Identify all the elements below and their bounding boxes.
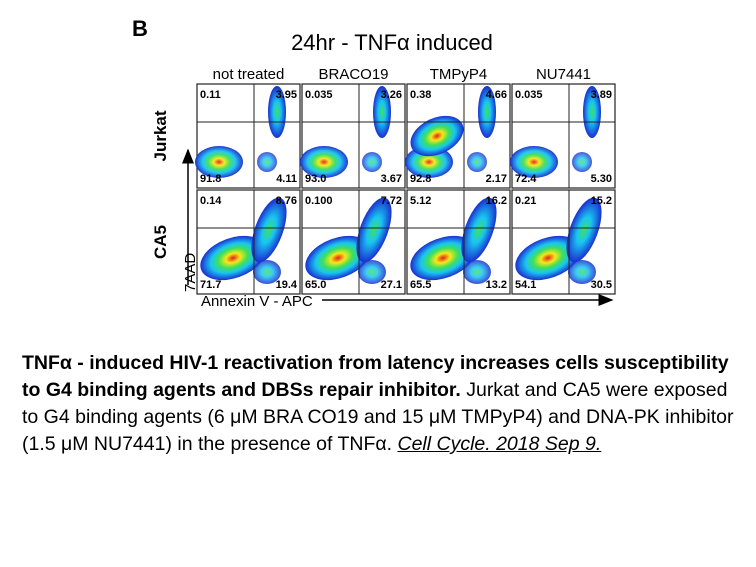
quadrant-percent: 0.100: [305, 195, 333, 207]
dot-plot-panel: 0.11 3.95 91.8 4.11: [195, 83, 301, 189]
column-label: not treated: [213, 66, 285, 83]
dot-plot-panel: 0.035 3.26 93.0 3.67: [300, 83, 406, 189]
quadrant-percent: 0.14: [200, 195, 222, 207]
quadrant-percent: 0.035: [515, 89, 543, 101]
quadrant-percent: 0.21: [515, 195, 536, 207]
column-labels: not treated BRACO19 TMPyP4 NU7441: [213, 66, 591, 83]
figure-caption: TNFα - induced HIV-1 reactivation from l…: [22, 350, 742, 458]
dot-plot-panel: 0.100 7.72 65.0 27.1: [301, 189, 406, 295]
dot-plot-panel: 0.14 8.76 71.7 19.4: [196, 189, 301, 295]
caption-body: Jurkat and CA5 were exposed to G4 bindin…: [22, 379, 734, 455]
x-axis-label: Annexin V - APC: [201, 293, 313, 310]
caption-bold: TNFα - induced HIV-1 reactivation from l…: [22, 352, 729, 401]
quadrant-percent: 54.1: [515, 279, 536, 291]
quadrant-percent: 92.8: [410, 173, 431, 185]
quadrant-percent: 3.67: [381, 173, 402, 185]
flow-cytometry-figure: B 24hr - TNFα induced not treated BRACO19…: [132, 16, 616, 310]
quadrant-percent: 16.2: [486, 195, 507, 207]
quadrant-percent: 93.0: [305, 173, 326, 185]
quadrant-percent: 65.5: [410, 279, 431, 291]
quadrant-percent: 0.11: [200, 89, 221, 101]
y-axis-label: 7AAD: [182, 253, 199, 292]
dot-plot-grid: 0.11 3.95 91.8 4.11 0.035 3.26 93.0 3.67 0.38 4.6…: [195, 83, 616, 295]
row-label: CA5: [151, 225, 170, 259]
figure-title: 24hr - TNFα induced: [291, 30, 493, 55]
quadrant-percent: 72.4: [515, 173, 537, 185]
dot-plot-panel: 0.38 4.66 92.8 2.17: [405, 83, 511, 189]
quadrant-percent: 4.66: [486, 89, 507, 101]
row-label: Jurkat: [151, 110, 170, 161]
quadrant-percent: 27.1: [381, 279, 402, 291]
quadrant-percent: 71.7: [200, 279, 221, 291]
quadrant-percent: 0.035: [305, 89, 333, 101]
dot-plot-panel: 5.12 16.2 65.5 13.2: [406, 189, 511, 295]
quadrant-percent: 2.17: [486, 173, 507, 185]
column-label: BRACO19: [318, 66, 388, 83]
quadrant-percent: 13.2: [486, 279, 507, 291]
quadrant-percent: 3.89: [591, 89, 612, 101]
row-labels: Jurkat CA5: [151, 110, 170, 259]
quadrant-percent: 4.11: [276, 173, 297, 185]
column-label: TMPyP4: [430, 66, 488, 83]
quadrant-percent: 0.38: [410, 89, 431, 101]
dot-plot-panel: 0.21 15.2 54.1 30.5: [511, 189, 616, 295]
quadrant-percent: 3.95: [276, 89, 297, 101]
quadrant-percent: 65.0: [305, 279, 326, 291]
citation-link[interactable]: Cell Cycle. 2018 Sep 9.: [397, 433, 602, 455]
quadrant-percent: 19.4: [276, 279, 298, 291]
quadrant-percent: 5.12: [410, 195, 431, 207]
column-label: NU7441: [536, 66, 591, 83]
quadrant-percent: 7.72: [381, 195, 402, 207]
dot-plot-panel: 0.035 3.89 72.4 5.30: [510, 83, 616, 189]
quadrant-percent: 5.30: [591, 173, 612, 185]
quadrant-percent: 8.76: [276, 195, 297, 207]
quadrant-percent: 15.2: [591, 195, 612, 207]
panel-letter: B: [132, 16, 148, 41]
quadrant-percent: 30.5: [591, 279, 612, 291]
quadrant-percent: 3.26: [381, 89, 402, 101]
quadrant-percent: 91.8: [200, 173, 221, 185]
